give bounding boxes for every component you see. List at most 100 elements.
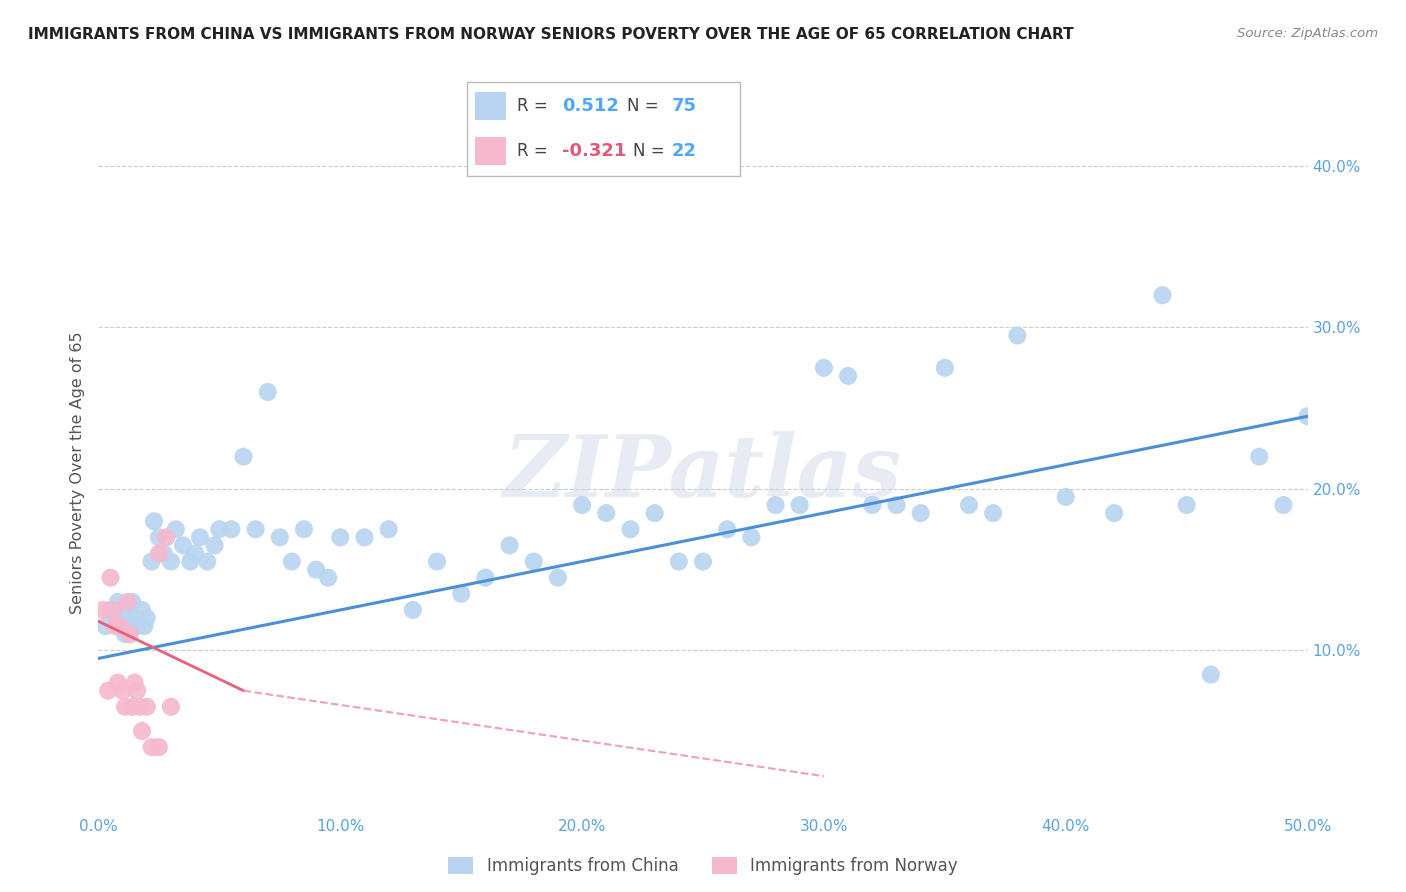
Point [765, 498, 787, 512]
Point [155, 530, 177, 544]
Point [124, 611, 146, 625]
Point [128, 699, 150, 714]
Point [184, 546, 207, 560]
Point [114, 627, 136, 641]
FancyBboxPatch shape [475, 137, 506, 165]
Point [329, 530, 352, 544]
Point [134, 619, 156, 633]
Point [221, 522, 243, 536]
Point [1175, 498, 1198, 512]
Point [789, 498, 811, 512]
Point [860, 498, 883, 512]
Text: R =: R = [517, 142, 554, 160]
Point [232, 450, 254, 464]
Point [152, 546, 174, 560]
Point [127, 619, 149, 633]
Point [547, 571, 569, 585]
Text: N =: N = [633, 142, 669, 160]
Point [121, 595, 143, 609]
Point [981, 506, 1004, 520]
Point [402, 603, 425, 617]
Point [208, 522, 231, 536]
Point [292, 522, 315, 536]
Point [160, 555, 183, 569]
Point [131, 603, 153, 617]
Point [100, 603, 122, 617]
FancyBboxPatch shape [475, 92, 506, 120]
Text: 75: 75 [672, 97, 697, 115]
Point [450, 587, 472, 601]
Point [474, 571, 496, 585]
Point [1152, 288, 1174, 302]
Point [104, 611, 127, 625]
Point [1102, 506, 1125, 520]
Point [353, 530, 375, 544]
Point [143, 514, 166, 528]
Text: 0.512: 0.512 [562, 97, 619, 115]
Point [1054, 490, 1077, 504]
Point [104, 619, 127, 633]
Point [117, 603, 139, 617]
Point [498, 538, 520, 552]
Point [118, 619, 141, 633]
Point [107, 595, 129, 609]
Point [91, 603, 114, 617]
Point [135, 611, 157, 625]
Point [111, 683, 134, 698]
Point [1249, 450, 1271, 464]
Point [111, 611, 134, 625]
Point [195, 555, 218, 569]
Point [101, 603, 124, 617]
Point [1007, 328, 1029, 343]
Point [305, 563, 328, 577]
Point [740, 530, 762, 544]
Text: -0.321: -0.321 [562, 142, 627, 160]
FancyBboxPatch shape [467, 82, 740, 177]
Point [172, 538, 194, 552]
Point [118, 627, 141, 641]
Point [377, 522, 399, 536]
Text: Source: ZipAtlas.com: Source: ZipAtlas.com [1237, 27, 1378, 40]
Point [1272, 498, 1295, 512]
Point [108, 619, 131, 633]
Point [141, 555, 163, 569]
Point [269, 530, 291, 544]
Legend: Immigrants from China, Immigrants from Norway: Immigrants from China, Immigrants from N… [441, 850, 965, 881]
Text: 22: 22 [672, 142, 697, 160]
Point [837, 368, 859, 383]
Point [100, 571, 122, 585]
Point [111, 619, 134, 633]
Point [256, 385, 278, 400]
Point [148, 546, 170, 560]
Point [121, 699, 143, 714]
Point [619, 522, 641, 536]
Point [886, 498, 908, 512]
Point [1296, 409, 1319, 424]
Point [148, 530, 170, 544]
Point [114, 699, 136, 714]
Point [426, 555, 449, 569]
Y-axis label: Seniors Poverty Over the Age of 65: Seniors Poverty Over the Age of 65 [70, 332, 86, 614]
Point [131, 724, 153, 739]
Point [245, 522, 267, 536]
Point [141, 740, 163, 755]
Point [160, 699, 183, 714]
Point [127, 683, 149, 698]
Point [148, 740, 170, 755]
Point [94, 619, 117, 633]
Text: N =: N = [627, 97, 664, 115]
Point [910, 506, 932, 520]
Point [107, 675, 129, 690]
Point [316, 571, 339, 585]
Point [692, 555, 714, 569]
Point [179, 555, 201, 569]
Text: R =: R = [517, 97, 554, 115]
Point [124, 675, 146, 690]
Point [934, 360, 956, 375]
Point [204, 538, 226, 552]
Point [571, 498, 593, 512]
Point [281, 555, 304, 569]
Point [957, 498, 980, 512]
Point [668, 555, 690, 569]
Point [188, 530, 211, 544]
